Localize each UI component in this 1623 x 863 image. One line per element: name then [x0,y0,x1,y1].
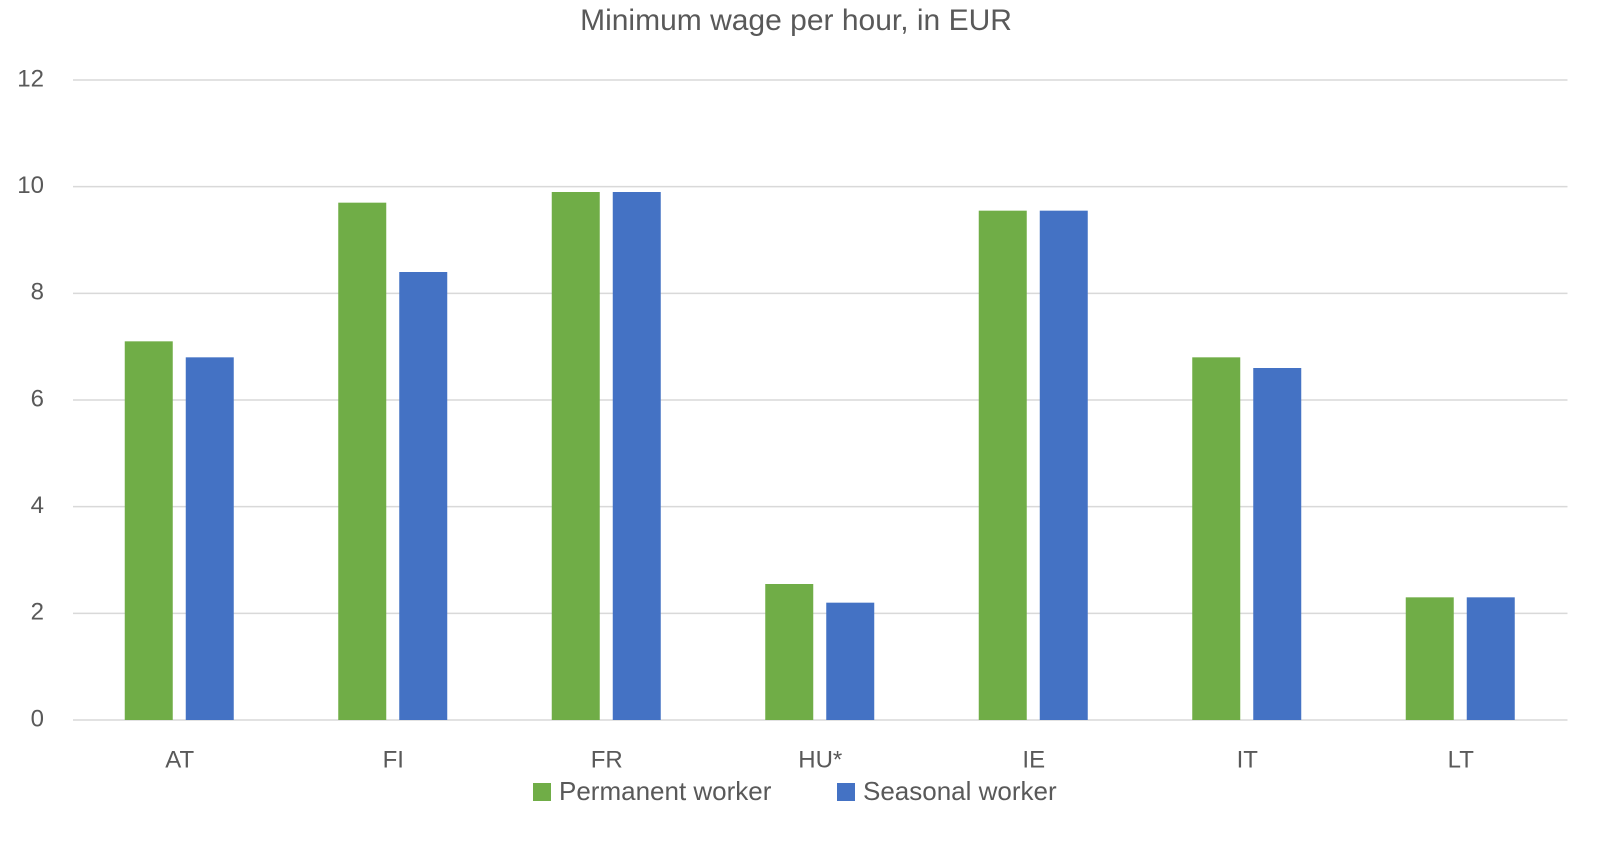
bar [124,341,173,720]
chart-title: Minimum wage per hour, in EUR [580,4,1012,37]
bar [1466,597,1515,720]
bar [399,272,448,720]
x-tick-label: AT [165,746,194,773]
x-tick-label: HU* [798,746,842,773]
y-tick-label: 2 [31,599,44,626]
legend-swatch [533,783,551,801]
bar [551,192,600,720]
y-tick-label: 8 [31,279,44,306]
x-tick-label: LT [1448,746,1475,773]
legend-label: Permanent worker [559,776,772,806]
bar [185,357,234,720]
y-tick-label: 12 [17,65,44,92]
bar [612,192,661,720]
x-tick-label: FI [383,746,404,773]
x-tick-label: IE [1022,746,1045,773]
bar [978,210,1027,720]
bar [338,202,387,720]
y-tick-label: 10 [17,172,44,199]
x-tick-label: IT [1237,746,1259,773]
bar [765,584,814,720]
x-tick-label: FR [591,746,623,773]
legend-swatch [837,783,855,801]
bar [1039,210,1088,720]
bar [1405,597,1454,720]
bar [1192,357,1241,720]
y-tick-label: 4 [31,492,44,519]
y-tick-label: 0 [31,705,44,732]
legend-label: Seasonal worker [863,776,1057,806]
y-tick-label: 6 [31,385,44,412]
bar [1253,368,1302,720]
bar [826,602,875,720]
